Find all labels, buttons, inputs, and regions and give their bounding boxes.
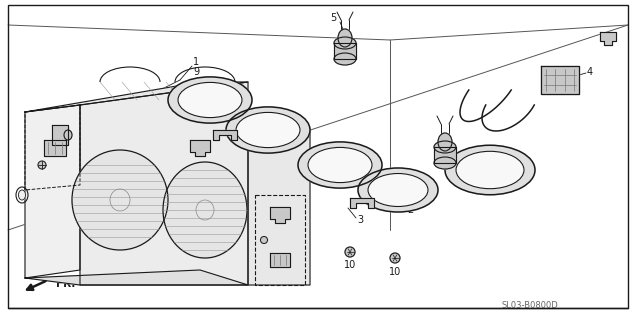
Text: 10: 10 bbox=[389, 267, 401, 277]
Text: 1: 1 bbox=[193, 57, 199, 67]
Text: 2: 2 bbox=[407, 205, 413, 215]
Text: 3: 3 bbox=[247, 170, 253, 180]
Text: 7: 7 bbox=[458, 163, 464, 173]
Polygon shape bbox=[248, 128, 310, 285]
Text: 4: 4 bbox=[587, 67, 593, 77]
Ellipse shape bbox=[72, 150, 168, 250]
Text: 10: 10 bbox=[344, 260, 356, 270]
Polygon shape bbox=[80, 82, 248, 285]
Polygon shape bbox=[600, 32, 616, 45]
Ellipse shape bbox=[456, 151, 524, 189]
Polygon shape bbox=[213, 130, 237, 140]
Text: 5: 5 bbox=[330, 13, 336, 23]
Ellipse shape bbox=[434, 141, 456, 153]
Polygon shape bbox=[25, 82, 248, 112]
Ellipse shape bbox=[445, 145, 535, 195]
Bar bbox=[52, 125, 68, 145]
Text: FR.: FR. bbox=[56, 279, 76, 289]
Polygon shape bbox=[270, 207, 290, 223]
Bar bbox=[434, 147, 456, 163]
Ellipse shape bbox=[178, 82, 242, 118]
Ellipse shape bbox=[338, 29, 352, 47]
Circle shape bbox=[345, 247, 355, 257]
Text: 6: 6 bbox=[275, 273, 281, 283]
Ellipse shape bbox=[298, 142, 382, 188]
Polygon shape bbox=[25, 105, 80, 278]
Ellipse shape bbox=[236, 112, 300, 148]
Ellipse shape bbox=[334, 37, 356, 49]
Circle shape bbox=[390, 253, 400, 263]
Ellipse shape bbox=[226, 107, 310, 153]
Text: 6: 6 bbox=[27, 163, 33, 173]
Ellipse shape bbox=[163, 162, 247, 258]
Ellipse shape bbox=[438, 133, 452, 151]
Bar bbox=[270, 253, 290, 267]
FancyArrowPatch shape bbox=[27, 281, 45, 290]
Text: SL03-B0800D: SL03-B0800D bbox=[502, 301, 558, 310]
Ellipse shape bbox=[368, 174, 428, 206]
Ellipse shape bbox=[334, 53, 356, 65]
Bar bbox=[541, 66, 579, 94]
Ellipse shape bbox=[434, 157, 456, 169]
Circle shape bbox=[38, 161, 46, 169]
Polygon shape bbox=[190, 140, 210, 156]
Text: 2: 2 bbox=[304, 145, 310, 155]
Ellipse shape bbox=[64, 130, 72, 140]
Bar bbox=[44, 140, 66, 156]
Circle shape bbox=[260, 237, 268, 244]
Text: 9: 9 bbox=[193, 67, 199, 77]
Ellipse shape bbox=[358, 168, 438, 212]
Polygon shape bbox=[350, 198, 374, 208]
Text: 8: 8 bbox=[167, 135, 173, 145]
Ellipse shape bbox=[168, 77, 252, 123]
Text: 8: 8 bbox=[265, 223, 271, 233]
Ellipse shape bbox=[19, 190, 26, 200]
Text: 3: 3 bbox=[357, 215, 363, 225]
Bar bbox=[334, 43, 356, 59]
Polygon shape bbox=[25, 270, 248, 285]
Ellipse shape bbox=[308, 148, 372, 183]
